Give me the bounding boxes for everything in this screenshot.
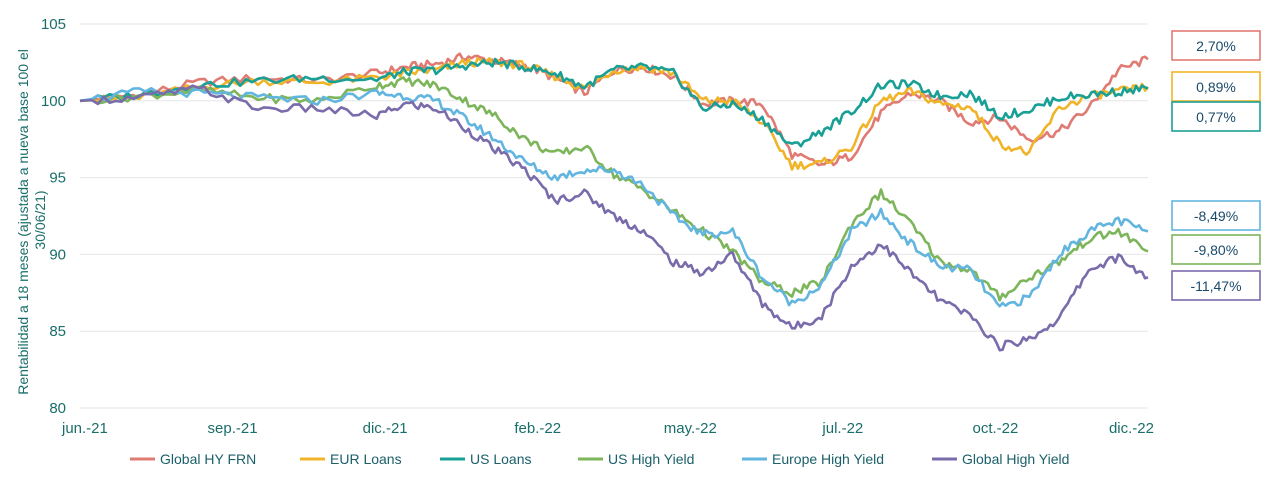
end-value-label: 0,77% — [1196, 109, 1236, 125]
end-value-badge — [1171, 71, 1261, 102]
end-value-badge — [1171, 234, 1261, 265]
x-tick-label: jul.-22 — [821, 420, 863, 437]
end-value-badge — [1171, 200, 1261, 231]
legend: Global HY FRN EUR Loans US Loans US High Yi… — [130, 451, 1069, 467]
legend-label: Europe High Yield — [772, 451, 884, 467]
legend-label: US High Yield — [608, 451, 694, 467]
end-value-badge — [1171, 270, 1261, 301]
y-tick-label: 95 — [49, 170, 66, 187]
series-line — [79, 76, 1149, 302]
x-tick-label: dic.-21 — [363, 420, 408, 437]
legend-label: Global High Yield — [962, 451, 1069, 467]
end-value-badge — [1171, 30, 1261, 61]
y-tick-label: 85 — [49, 323, 66, 340]
series-line — [79, 57, 1149, 148]
legend-label: EUR Loans — [330, 451, 402, 467]
y-axis-label-line-2: 30/06/21) — [32, 190, 48, 249]
legend-label: US Loans — [470, 451, 531, 467]
y-axis-label: Rentabilidad a 18 meses (ajustada a nuev… — [15, 45, 48, 394]
series-lines — [79, 52, 1149, 352]
y-axis-ticks: 80 85 90 95 100 105 — [41, 16, 66, 417]
end-value-label: -8,49% — [1194, 208, 1238, 224]
y-tick-label: 105 — [41, 16, 66, 33]
end-value-badge — [1171, 101, 1261, 132]
end-value-label: 2,70% — [1196, 38, 1236, 54]
y-axis-label-line-1: Rentabilidad a 18 meses (ajustada a nuev… — [15, 49, 31, 395]
x-tick-label: sep.-21 — [208, 420, 258, 437]
y-tick-label: 100 — [41, 93, 66, 110]
x-tick-label: may.-22 — [664, 420, 717, 437]
x-tick-label: jun.-21 — [61, 420, 108, 437]
legend-label: Global HY FRN — [160, 451, 256, 467]
end-value-badges: 2,70% 0,89% 0,77% -9,80% -8,49% -11,47% — [1171, 30, 1261, 301]
y-tick-label: 80 — [49, 400, 66, 417]
x-tick-label: feb.-22 — [514, 420, 561, 437]
y-tick-label: 90 — [49, 246, 66, 263]
series-line — [79, 57, 1149, 171]
x-tick-label: oct.-22 — [972, 420, 1018, 437]
series-line — [79, 87, 1149, 308]
x-axis-ticks: jun.-21 sep.-21 dic.-21 feb.-22 may.-22 jul.-… — [61, 420, 1154, 437]
end-value-label: 0,89% — [1196, 79, 1236, 95]
end-value-label: -9,80% — [1194, 242, 1238, 258]
end-value-label: -11,47% — [1190, 278, 1241, 294]
x-tick-label: dic.-22 — [1109, 420, 1154, 437]
series-line — [79, 84, 1149, 352]
